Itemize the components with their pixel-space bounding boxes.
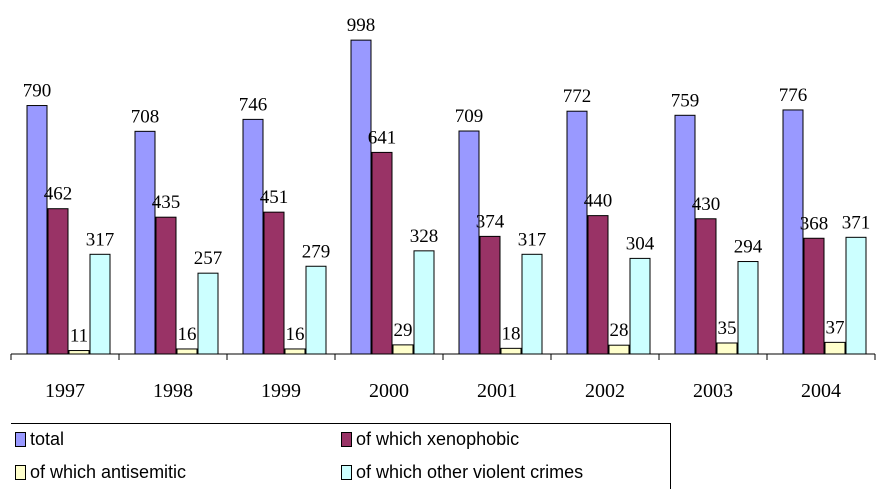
data-label-of-which-other-violent-crimes-2002: 304 — [626, 233, 655, 254]
bar-of-which-xenophobic-2002 — [587, 215, 609, 355]
data-label-of-which-other-violent-crimes-1997: 317 — [86, 229, 115, 250]
bar-of-which-other-violent-crimes-2000 — [413, 250, 435, 355]
bar-total-1997 — [26, 105, 48, 355]
data-label-total-2003: 759 — [671, 90, 700, 111]
legend-item-other-violent: of which other violent crimes — [341, 462, 583, 483]
data-label-total-2001: 709 — [455, 106, 484, 127]
bar-of-which-antisemitic-2002 — [608, 344, 630, 355]
x-tick-label-2001: 2001 — [477, 380, 517, 402]
legend: total of which xenophobic of which antis… — [11, 423, 671, 489]
data-label-of-which-xenophobic-2001: 374 — [476, 211, 505, 232]
bar-of-which-xenophobic-2001 — [479, 235, 501, 355]
legend-label-other-violent: of which other violent crimes — [356, 462, 584, 482]
data-label-total-1999: 746 — [239, 94, 268, 115]
data-label-total-2002: 772 — [563, 86, 592, 107]
x-tick-label-1998: 1998 — [153, 380, 193, 402]
bar-of-which-antisemitic-1998 — [176, 348, 198, 355]
legend-swatch-total — [15, 432, 26, 447]
bar-of-which-other-violent-crimes-1998 — [197, 272, 219, 355]
x-tick-label-1999: 1999 — [261, 380, 301, 402]
bar-of-which-other-violent-crimes-1997 — [89, 253, 111, 355]
data-label-total-2004: 776 — [779, 85, 808, 106]
data-label-of-which-antisemitic-2003: 35 — [718, 318, 737, 339]
bar-of-which-antisemitic-2004 — [824, 341, 846, 355]
legend-swatch-antisemitic — [15, 465, 26, 480]
data-label-of-which-antisemitic-2004: 37 — [826, 317, 845, 338]
bar-of-which-xenophobic-1998 — [155, 216, 177, 355]
legend-swatch-xenophobic — [341, 432, 352, 447]
data-label-of-which-xenophobic-2002: 440 — [584, 191, 613, 212]
data-label-of-which-xenophobic-1998: 435 — [152, 192, 181, 213]
data-label-of-which-antisemitic-1998: 16 — [178, 324, 197, 345]
bar-of-which-xenophobic-1999 — [263, 211, 285, 355]
data-labels-layer: 790 462 11 317 708 435 16 257 746 451 16 279 998 641 2… — [23, 15, 871, 346]
x-tick-label-1997: 1997 — [45, 380, 85, 402]
data-label-of-which-antisemitic-2001: 18 — [502, 323, 521, 344]
legend-item-antisemitic: of which antisemitic — [15, 462, 186, 483]
bar-of-which-antisemitic-1999 — [284, 348, 306, 355]
data-label-of-which-xenophobic-2000: 641 — [368, 127, 397, 148]
legend-item-total: total — [15, 429, 64, 450]
data-label-of-which-xenophobic-1999: 451 — [260, 187, 289, 208]
data-label-of-which-xenophobic-2003: 430 — [692, 194, 721, 215]
data-label-total-1997: 790 — [23, 81, 52, 102]
bar-of-which-other-violent-crimes-2003 — [737, 261, 759, 355]
bar-total-1998 — [134, 130, 156, 355]
data-label-of-which-antisemitic-1999: 16 — [286, 324, 305, 345]
data-label-of-which-xenophobic-2004: 368 — [800, 213, 829, 234]
bar-of-which-xenophobic-2003 — [695, 218, 717, 355]
bar-total-2001 — [458, 130, 480, 355]
bar-total-2003 — [674, 114, 696, 355]
bar-of-which-antisemitic-2000 — [392, 344, 414, 355]
legend-swatch-other-violent — [341, 465, 352, 480]
bar-total-2002 — [566, 110, 588, 355]
bar-of-which-other-violent-crimes-2001 — [521, 253, 543, 355]
bars-layer — [26, 39, 867, 355]
data-label-of-which-other-violent-crimes-1999: 279 — [302, 241, 331, 262]
bar-of-which-xenophobic-1997 — [47, 208, 69, 355]
data-label-of-which-other-violent-crimes-2004: 371 — [842, 212, 871, 233]
data-label-of-which-antisemitic-1997: 11 — [70, 326, 88, 347]
x-tick-label-2004: 2004 — [801, 380, 841, 402]
bar-of-which-xenophobic-2000 — [371, 151, 393, 355]
legend-label-antisemitic: of which antisemitic — [30, 462, 187, 482]
x-tick-label-2003: 2003 — [693, 380, 733, 402]
data-label-total-1998: 708 — [131, 106, 160, 127]
data-label-of-which-other-violent-crimes-2001: 317 — [518, 229, 547, 250]
bar-of-which-other-violent-crimes-1999 — [305, 265, 327, 355]
bar-of-which-antisemitic-2001 — [500, 347, 522, 355]
data-label-of-which-xenophobic-1997: 462 — [44, 184, 73, 205]
bar-of-which-other-violent-crimes-2004 — [845, 236, 867, 355]
bar-total-1999 — [242, 118, 264, 355]
bar-of-which-antisemitic-2003 — [716, 342, 738, 355]
x-tick-label-2002: 2002 — [585, 380, 625, 402]
data-label-of-which-antisemitic-2002: 28 — [610, 320, 629, 341]
data-label-of-which-antisemitic-2000: 29 — [394, 320, 413, 341]
data-label-of-which-other-violent-crimes-2000: 328 — [410, 226, 439, 247]
legend-label-total: total — [30, 429, 65, 449]
data-label-of-which-other-violent-crimes-2003: 294 — [734, 237, 763, 258]
x-tick-label-2000: 2000 — [369, 380, 409, 402]
bar-of-which-other-violent-crimes-2002 — [629, 257, 651, 355]
legend-label-xenophobic: of which xenophobic — [356, 429, 520, 449]
data-label-total-2000: 998 — [347, 15, 376, 36]
bar-chart: 790 462 11 317 708 435 16 257 746 451 16 279 998 641 2… — [10, 15, 876, 402]
bar-of-which-xenophobic-2004 — [803, 237, 825, 355]
bar-of-which-antisemitic-1997 — [68, 350, 90, 355]
data-label-of-which-other-violent-crimes-1998: 257 — [194, 248, 223, 269]
bar-total-2000 — [350, 39, 372, 355]
legend-item-xenophobic: of which xenophobic — [341, 429, 519, 450]
x-axis: 1997 1998 1999 2000 2001 2002 2003 2004 — [10, 353, 876, 402]
